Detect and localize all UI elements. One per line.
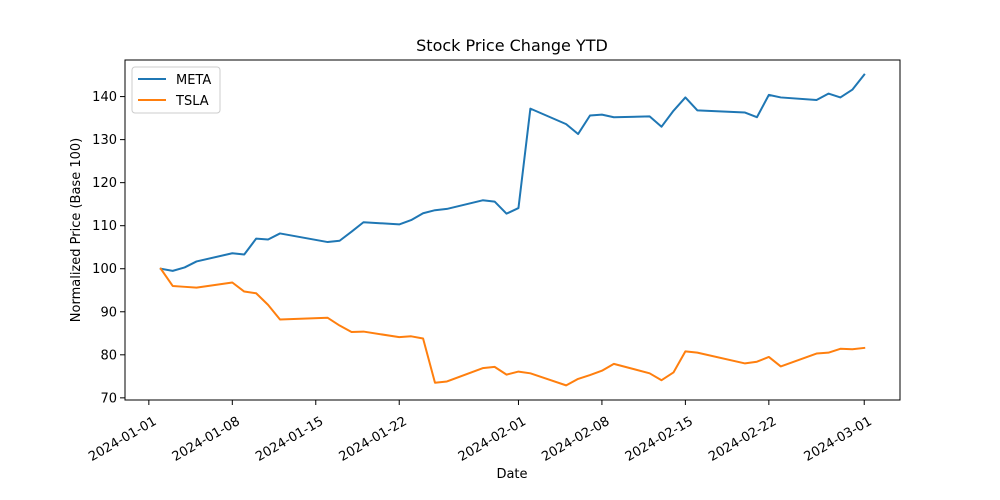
y-tick-label: 80 (100, 348, 117, 363)
y-axis-label: Normalized Price (Base 100) (69, 138, 84, 322)
y-tick-label: 70 (100, 391, 117, 406)
chart-title: Stock Price Change YTD (416, 36, 608, 55)
x-tick-label: 2024-01-08 (170, 414, 243, 465)
y-tick-label: 90 (100, 305, 117, 320)
x-tick-label: 2024-03-01 (802, 414, 875, 465)
x-tick-label: 2024-01-15 (253, 414, 326, 465)
x-tick-label: 2024-02-15 (623, 414, 696, 465)
x-axis: 2024-01-01 2024-01-08 2024-01-15 2024-01-22… (86, 400, 875, 465)
legend: META TSLA (131, 66, 221, 114)
y-tick-label: 120 (92, 176, 117, 191)
x-tick-label: 2024-02-22 (706, 414, 779, 465)
series-line-meta (159, 73, 866, 272)
plot-content (159, 73, 866, 387)
legend-label-tsla: TSLA (175, 94, 209, 109)
y-axis: 70 80 90 100 110 120 130 140 (92, 90, 125, 406)
x-tick-label: 2024-01-01 (86, 414, 159, 465)
y-tick-label: 110 (92, 219, 117, 234)
series-line-tsla (159, 267, 866, 387)
x-tick-label: 2024-01-22 (337, 414, 410, 465)
y-tick-label: 100 (92, 262, 117, 277)
plot-frame (124, 59, 901, 401)
y-tick-label: 130 (92, 133, 117, 148)
x-axis-label: Date (496, 467, 527, 482)
x-tick-label: 2024-02-08 (539, 414, 612, 465)
legend-label-meta: META (176, 73, 211, 88)
x-tick-label: 2024-02-01 (456, 414, 529, 465)
y-tick-label: 140 (92, 90, 117, 105)
